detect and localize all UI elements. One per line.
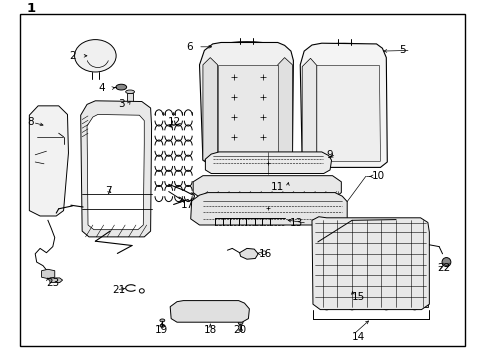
Polygon shape — [239, 248, 258, 259]
Text: 7: 7 — [105, 186, 112, 196]
Text: 9: 9 — [325, 150, 332, 160]
Polygon shape — [217, 65, 277, 159]
Polygon shape — [203, 58, 217, 160]
Ellipse shape — [322, 303, 330, 310]
Text: 1: 1 — [27, 3, 36, 15]
Polygon shape — [205, 152, 331, 174]
Ellipse shape — [223, 316, 226, 319]
Ellipse shape — [191, 316, 194, 319]
Bar — [127, 93, 133, 110]
Polygon shape — [170, 301, 249, 322]
Polygon shape — [311, 217, 428, 310]
Text: 21: 21 — [112, 285, 125, 295]
Ellipse shape — [237, 316, 240, 319]
Text: 8: 8 — [27, 117, 34, 127]
Text: 22: 22 — [437, 263, 450, 273]
Text: 18: 18 — [203, 325, 217, 336]
Ellipse shape — [125, 90, 134, 94]
Text: 11: 11 — [270, 182, 283, 192]
Text: 17: 17 — [181, 200, 194, 210]
Text: 16: 16 — [259, 249, 272, 259]
Polygon shape — [199, 42, 293, 166]
Polygon shape — [277, 58, 292, 160]
Text: 15: 15 — [351, 292, 365, 302]
Text: 6: 6 — [186, 42, 193, 52]
Polygon shape — [302, 58, 316, 162]
Text: 4: 4 — [98, 83, 105, 93]
Text: 20: 20 — [233, 325, 245, 336]
Text: 3: 3 — [118, 99, 124, 109]
Ellipse shape — [160, 324, 164, 327]
Polygon shape — [300, 43, 386, 167]
Ellipse shape — [179, 316, 182, 319]
Polygon shape — [81, 101, 151, 237]
Text: 2: 2 — [69, 51, 76, 61]
Ellipse shape — [410, 303, 417, 310]
Bar — [316, 300, 427, 307]
Text: 10: 10 — [371, 171, 384, 181]
Ellipse shape — [238, 329, 242, 331]
Ellipse shape — [441, 258, 450, 266]
Text: 23: 23 — [46, 278, 60, 288]
Ellipse shape — [238, 320, 243, 325]
Text: 14: 14 — [351, 332, 365, 342]
Ellipse shape — [382, 303, 389, 310]
Ellipse shape — [116, 84, 126, 90]
Ellipse shape — [160, 319, 164, 322]
Ellipse shape — [347, 303, 355, 310]
Ellipse shape — [74, 40, 116, 72]
Polygon shape — [50, 278, 62, 283]
Polygon shape — [316, 66, 380, 161]
Bar — [317, 242, 364, 274]
Text: 19: 19 — [154, 325, 168, 336]
Polygon shape — [41, 269, 55, 279]
Text: 5: 5 — [398, 45, 405, 55]
Polygon shape — [193, 176, 341, 199]
Polygon shape — [87, 114, 144, 230]
Text: 13: 13 — [289, 218, 303, 228]
Text: 12: 12 — [167, 117, 181, 127]
Polygon shape — [29, 106, 68, 216]
Polygon shape — [190, 193, 346, 225]
Ellipse shape — [125, 109, 134, 112]
